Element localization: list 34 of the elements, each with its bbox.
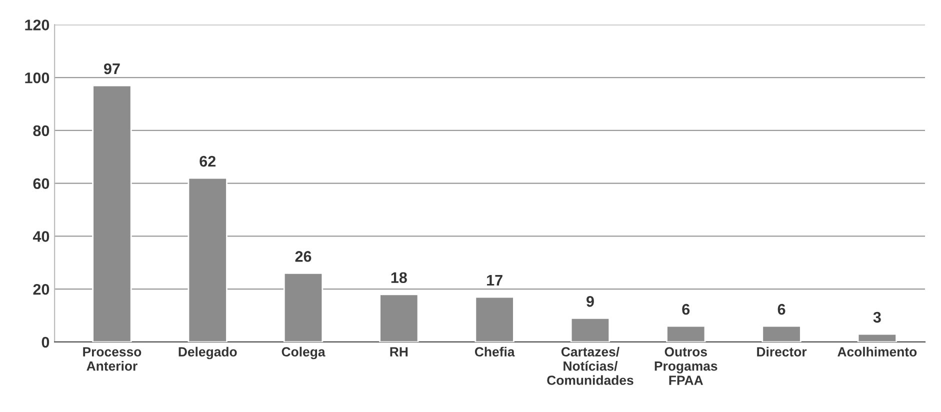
bar — [92, 84, 132, 342]
x-tick-label: RH — [390, 347, 408, 356]
data-label: 3 — [873, 312, 881, 323]
bar — [570, 317, 610, 342]
y-tick-label: 60 — [33, 178, 50, 190]
y-tick-label: 20 — [33, 284, 50, 295]
x-tick-label: Director — [757, 346, 807, 357]
data-label: 18 — [391, 272, 407, 284]
x-tick-label: Cartazes/ Notícias/ Comunidades — [547, 346, 634, 385]
x-tick-label: Acolhimento — [838, 346, 917, 357]
y-tick-label: 120 — [25, 20, 50, 30]
y-tick-label: 40 — [32, 231, 50, 242]
data-label: 62 — [200, 156, 216, 167]
x-tick-label: Delegado — [178, 346, 237, 360]
x-tick-label: Processo Anterior — [83, 347, 142, 371]
data-label: 6 — [778, 304, 786, 315]
y-tick-label: 100 — [25, 72, 50, 84]
bar — [762, 325, 802, 342]
data-label: 17 — [487, 275, 502, 286]
data-label: 26 — [295, 251, 312, 262]
data-label: 97 — [104, 63, 120, 74]
bar — [379, 294, 419, 342]
data-label: 9 — [586, 296, 594, 307]
bar — [474, 296, 514, 342]
x-tick-label: Outros Progamas FPAA — [654, 347, 718, 385]
data-label: 6 — [682, 304, 690, 315]
x-tick-label: Colega — [282, 346, 326, 360]
bar — [857, 333, 898, 342]
y-tick-label: 0 — [42, 336, 50, 348]
y-tick-label: 80 — [33, 125, 50, 136]
bar — [666, 325, 706, 342]
bar — [188, 177, 228, 342]
bar — [283, 272, 324, 342]
x-tick-label: Chefia — [474, 346, 515, 357]
